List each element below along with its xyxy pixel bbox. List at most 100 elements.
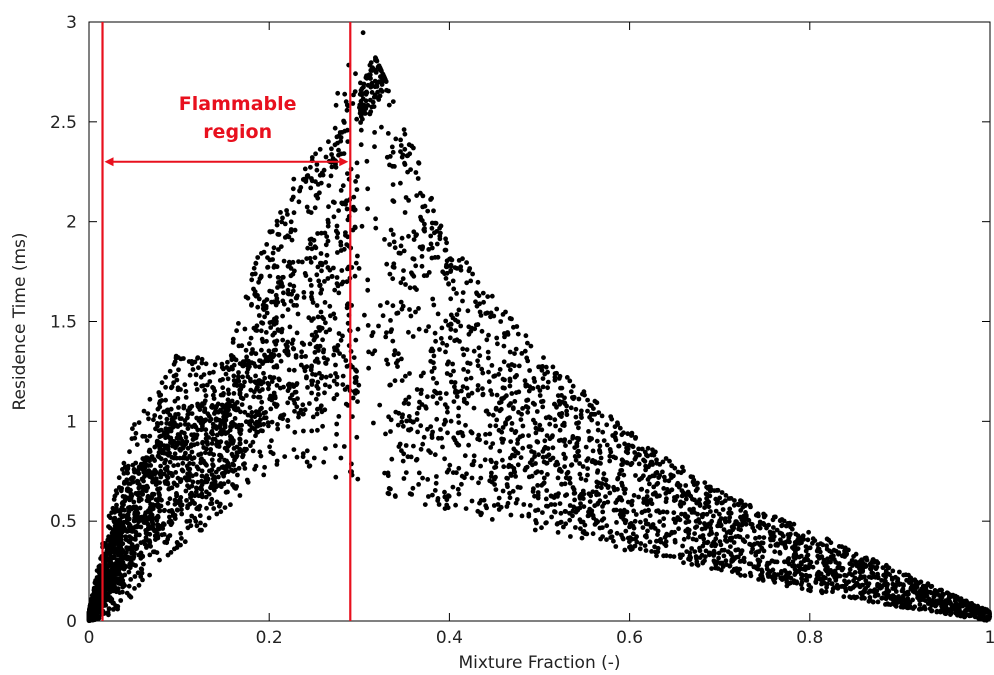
data-point (245, 479, 251, 485)
data-point (493, 474, 498, 480)
data-point (433, 480, 439, 486)
data-point (507, 495, 513, 501)
data-point (323, 154, 329, 160)
data-point (587, 499, 593, 504)
data-point (925, 589, 931, 595)
data-point (189, 449, 195, 455)
data-point (147, 552, 153, 558)
data-point (916, 606, 922, 612)
data-point (152, 444, 158, 450)
data-point (304, 448, 310, 454)
data-point (336, 290, 342, 296)
data-point (151, 417, 156, 423)
data-point (807, 562, 812, 567)
data-point (493, 487, 499, 492)
data-point (471, 453, 477, 459)
data-point (687, 550, 693, 556)
data-point (285, 400, 291, 406)
data-point (508, 512, 514, 518)
data-point (734, 554, 739, 560)
data-point (425, 208, 431, 214)
data-point (338, 239, 344, 245)
data-point (702, 521, 707, 526)
data-point (268, 375, 274, 380)
data-point (614, 520, 619, 525)
data-point (225, 359, 230, 365)
data-point (334, 134, 340, 140)
data-point (440, 444, 445, 450)
data-point (671, 510, 677, 516)
data-point (453, 388, 458, 394)
data-point (672, 539, 678, 545)
data-point (134, 546, 140, 551)
data-point (599, 485, 604, 491)
data-point (826, 537, 832, 543)
data-point (313, 151, 318, 157)
data-point (416, 306, 421, 311)
data-point (420, 475, 425, 481)
data-point (125, 547, 130, 552)
data-point (308, 164, 313, 170)
data-point (406, 142, 412, 148)
data-point (307, 401, 312, 406)
data-point (289, 237, 295, 243)
data-point (667, 553, 673, 559)
data-point (444, 240, 449, 246)
data-point (344, 279, 350, 285)
data-point (323, 446, 328, 451)
data-point (200, 418, 206, 423)
data-point (533, 518, 538, 523)
data-point (198, 520, 203, 526)
data-point (121, 460, 127, 466)
data-point (464, 471, 469, 477)
data-point (481, 299, 486, 305)
data-point (793, 541, 799, 547)
data-point (247, 341, 252, 347)
data-point (486, 411, 492, 417)
data-point (162, 539, 168, 545)
data-point (121, 481, 127, 486)
data-point (493, 460, 499, 466)
data-point (683, 483, 689, 488)
data-point (640, 525, 646, 530)
data-point (188, 523, 194, 529)
data-point (175, 475, 181, 481)
data-point (304, 256, 310, 261)
data-point (175, 432, 181, 437)
data-point (171, 380, 177, 386)
data-point (530, 462, 535, 468)
data-point (378, 303, 383, 308)
data-point (120, 467, 125, 472)
data-point (400, 423, 406, 429)
data-point (320, 337, 325, 343)
data-point (113, 603, 118, 609)
data-point (537, 422, 543, 428)
data-point (339, 268, 345, 273)
data-point (102, 556, 108, 561)
data-point (365, 277, 371, 283)
data-point (558, 510, 564, 516)
data-point (494, 306, 500, 312)
data-point (267, 257, 273, 263)
data-point (321, 347, 327, 353)
data-point (214, 442, 219, 448)
data-point (498, 319, 504, 324)
data-point (433, 389, 438, 395)
data-point (140, 577, 145, 583)
data-point (368, 76, 373, 81)
data-point (261, 249, 267, 255)
data-point (214, 403, 220, 409)
data-point (433, 338, 438, 344)
data-point (478, 463, 483, 469)
data-point (179, 507, 184, 512)
data-point (222, 420, 228, 426)
data-point (937, 587, 943, 593)
data-point (315, 264, 321, 270)
data-point (332, 142, 338, 148)
data-point (645, 528, 650, 534)
data-point (819, 554, 825, 560)
data-point (701, 536, 707, 542)
data-point (455, 442, 461, 448)
data-point (791, 521, 797, 527)
data-point (162, 460, 168, 466)
